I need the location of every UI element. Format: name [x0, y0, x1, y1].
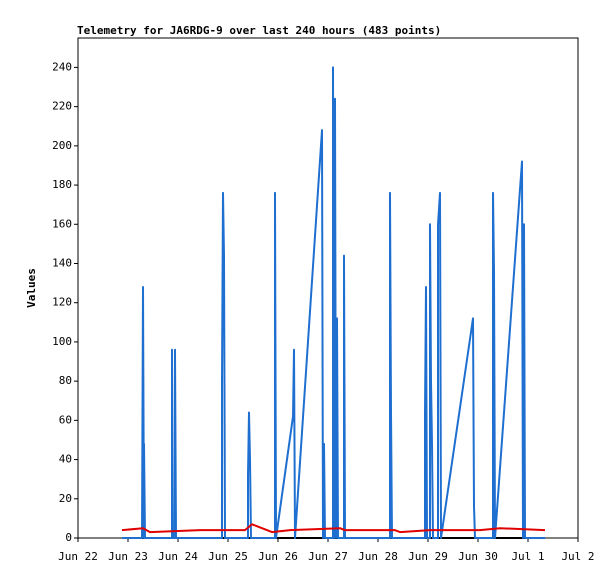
y-tick-label: 160: [52, 217, 72, 230]
x-tick-label: Jul 2: [561, 550, 594, 563]
x-tick-label: Jun 23: [108, 550, 148, 563]
x-tick-label: Jun 29: [408, 550, 448, 563]
series-line: [122, 66, 545, 539]
y-tick-label: 120: [52, 296, 72, 309]
x-tick-label: Jun 24: [158, 550, 198, 563]
x-tick-label: Jun 28: [358, 550, 398, 563]
y-tick-label: 60: [59, 413, 72, 426]
x-tick-label: Jul 1: [511, 550, 544, 563]
y-tick-label: 200: [52, 139, 72, 152]
y-tick-label: 20: [59, 492, 72, 505]
y-tick-label: 80: [59, 374, 72, 387]
x-tick-label: Jun 26: [258, 550, 298, 563]
series-line: [121, 523, 546, 534]
y-tick-label: 40: [59, 453, 72, 466]
x-tick-label: Jun 30: [458, 550, 498, 563]
y-tick-label: 140: [52, 256, 72, 269]
y-axis-label: Values: [25, 268, 38, 308]
y-tick-label: 0: [65, 531, 72, 544]
x-tick-label: Jun 22: [58, 550, 98, 563]
y-tick-label: 220: [52, 100, 72, 113]
y-tick-label: 240: [52, 60, 72, 73]
chart-title: Telemetry for JA6RDG-9 over last 240 hou…: [77, 24, 441, 37]
x-tick-label: Jun 25: [208, 550, 248, 563]
y-tick-label: 100: [52, 335, 72, 348]
x-tick-label: Jun 27: [308, 550, 348, 563]
y-tick-label: 180: [52, 178, 72, 191]
